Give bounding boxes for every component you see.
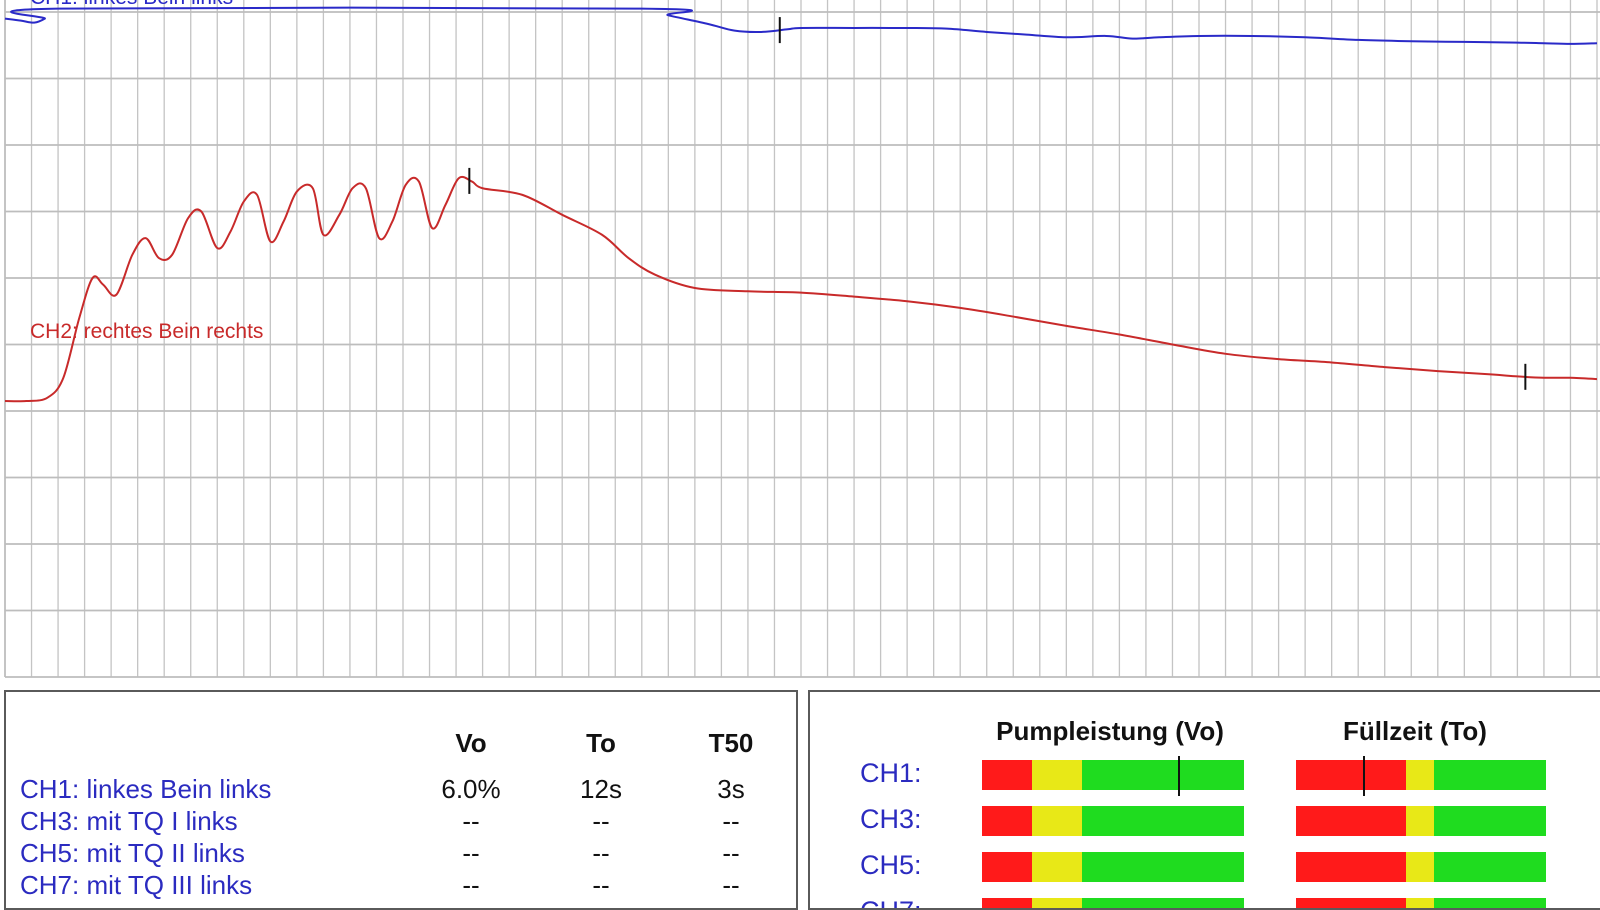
results-table-panel: Vo To T50 CH1: linkes Bein links 6.0% 12… <box>4 690 798 910</box>
cell-t50: -- <box>722 838 740 868</box>
trace-chart: CH1: linkes Bein links CH2: rechtes Bein… <box>4 0 1600 678</box>
trace-chart-svg: CH1: linkes Bein links CH2: rechtes Bein… <box>4 0 1600 678</box>
bar-segment-red <box>1296 760 1406 790</box>
scale-row-label: CH5: <box>860 850 922 880</box>
value-marker <box>1177 756 1180 796</box>
cell-t50: -- <box>722 806 740 836</box>
rating-scale-panel: Pumpleistung (Vo) Füllzeit (To) CH1: CH3:… <box>808 690 1600 910</box>
bar-segment-red <box>982 760 1032 790</box>
header-t50: T50 <box>708 728 754 758</box>
bar-segment-yellow <box>1406 760 1434 790</box>
header-to: To <box>586 728 616 758</box>
scale-row-label: CH1: <box>860 758 922 788</box>
bar-segment-red <box>1296 806 1406 836</box>
row-label: CH5: mit TQ II links <box>20 838 245 868</box>
value-marker <box>1362 756 1365 796</box>
row-label: CH1: linkes Bein links <box>20 774 272 804</box>
bar-segment-red <box>1296 852 1406 882</box>
cell-to: 12s <box>580 774 622 804</box>
scale-row-label: CH3: <box>860 804 922 834</box>
bar-segment-red <box>982 806 1032 836</box>
bar-segment-yellow <box>1406 852 1434 882</box>
series-line-ch2 <box>4 175 1598 403</box>
fill-rating-bar <box>1296 806 1546 836</box>
bar-segment-yellow <box>1406 806 1434 836</box>
cell-vo: -- <box>462 870 480 900</box>
pump-rating-bar <box>982 756 1244 796</box>
series-label-ch2: CH2: rechtes Bein rechts <box>30 320 263 343</box>
cell-vo: -- <box>462 838 480 868</box>
bar-segment-green <box>1433 760 1546 790</box>
bar-segment-yellow <box>1031 806 1082 836</box>
bar-segment-green <box>1081 806 1244 836</box>
row-label: CH3: mit TQ I links <box>20 806 238 836</box>
row-label: CH7: mit TQ III links <box>20 870 253 900</box>
cell-t50: -- <box>722 870 740 900</box>
fill-rating-bar <box>1296 852 1546 882</box>
cell-to: -- <box>592 838 610 868</box>
cell-vo: -- <box>462 806 480 836</box>
chart-series <box>4 6 1598 403</box>
pump-rating-bar <box>982 806 1244 836</box>
pump-title: Pumpleistung (Vo) <box>996 716 1224 746</box>
fill-rating-bar <box>1296 756 1546 796</box>
bar-segment-green <box>1433 806 1546 836</box>
cell-vo: 6.0% <box>441 774 501 804</box>
header-vo: Vo <box>455 728 487 758</box>
bar-segment-yellow <box>1031 852 1082 882</box>
cell-to: -- <box>592 870 610 900</box>
bar-segment-green <box>1433 852 1546 882</box>
bar-segment-green <box>1081 760 1244 790</box>
series-label-ch1: CH1: linkes Bein links <box>30 0 233 9</box>
cell-to: -- <box>592 806 610 836</box>
bar-segment-yellow <box>1031 760 1082 790</box>
cell-t50: 3s <box>717 774 745 804</box>
fill-title: Füllzeit (To) <box>1343 716 1487 746</box>
bar-segment-red <box>982 852 1032 882</box>
chart-grid <box>4 0 1600 678</box>
pump-rating-bar <box>982 852 1244 882</box>
scale-row-label: CH7: <box>860 896 922 908</box>
bar-segment-green <box>1081 852 1244 882</box>
series-line-ch1 <box>4 6 1598 45</box>
